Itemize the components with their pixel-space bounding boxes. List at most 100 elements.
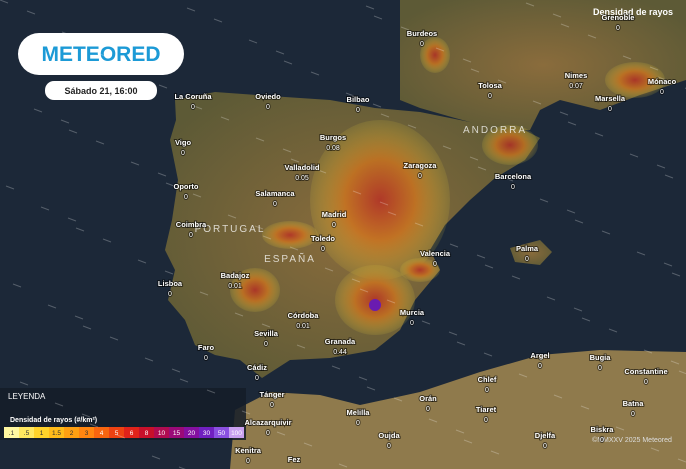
wind-streak <box>490 450 500 455</box>
wind-streak <box>448 331 458 336</box>
mallorca <box>510 240 552 265</box>
legend-swatch <box>79 427 94 438</box>
city-value: 0 <box>184 194 188 201</box>
city-name: Argel <box>530 351 549 360</box>
copyright: ©MMXXV 2025 Meteored <box>592 436 672 444</box>
wind-streak <box>88 42 98 47</box>
wind-streak <box>95 140 105 145</box>
legend-swatch <box>124 427 139 438</box>
wind-streak <box>608 328 618 333</box>
wind-streak <box>351 278 361 283</box>
legend-swatch <box>109 427 124 438</box>
wind-streak <box>303 442 313 447</box>
country-label: ESPAÑA <box>264 252 316 265</box>
wind-streak <box>601 230 611 235</box>
legend-label: 50 <box>218 430 226 437</box>
wind-streak <box>262 235 272 240</box>
wind-streak <box>664 174 674 179</box>
city-name: Salamanca <box>255 189 295 198</box>
city-value: 0 <box>660 89 664 96</box>
legend-label: 100 <box>231 430 242 437</box>
wind-streak <box>276 431 286 436</box>
wind-streak <box>387 211 397 216</box>
wind-streak <box>206 389 216 394</box>
wind-streak <box>573 307 583 312</box>
city-value: 0 <box>387 443 391 450</box>
legend-swatch <box>154 427 169 438</box>
city-value: 0 <box>543 443 547 450</box>
wind-streak <box>497 79 507 84</box>
city-value: 0 <box>600 437 604 444</box>
wind-streak <box>671 272 681 277</box>
wind-streak <box>171 368 181 373</box>
wind-streak <box>81 413 91 418</box>
legend-label: 8 <box>145 430 149 437</box>
city-value: 0 <box>511 184 515 191</box>
wind-streak <box>12 283 22 288</box>
city-value: 0 <box>631 411 635 418</box>
wind-streak <box>372 103 382 108</box>
legend-label: 3 <box>85 430 89 437</box>
wind-streak <box>518 373 528 378</box>
wind-streak <box>380 113 390 118</box>
wind-streak <box>261 323 271 328</box>
wind-streak <box>268 421 278 426</box>
wind-streak <box>560 23 570 28</box>
city-name: Alcazarquivir <box>244 418 291 427</box>
wind-streak <box>622 55 632 60</box>
city-value: 0 <box>525 256 529 263</box>
wind-streak <box>269 333 279 338</box>
wind-streak <box>234 312 244 317</box>
wind-streak <box>289 246 299 251</box>
country-label: ANDORRA <box>463 125 527 136</box>
wind-streak <box>47 304 57 309</box>
wind-streak <box>657 76 667 81</box>
wind-streak <box>365 5 375 10</box>
city-name: Sevilla <box>254 329 279 338</box>
wind-streak <box>75 227 85 232</box>
wind-streak <box>435 47 445 52</box>
wind-streak <box>428 418 438 423</box>
city-name: Burgos <box>320 133 346 142</box>
layer-title[interactable]: Densidad de rayos <box>593 7 673 17</box>
city-name: Coimbra <box>176 220 207 229</box>
legend-label: 20 <box>188 430 196 437</box>
wind-streak <box>553 394 563 399</box>
wind-streak <box>102 238 112 243</box>
legend-label: 1.5 <box>52 430 61 437</box>
wind-streak <box>33 108 43 113</box>
city-value: 0 <box>433 261 437 268</box>
legend-label: 6 <box>130 430 134 437</box>
city-value: 0 <box>266 430 270 437</box>
storm-core <box>369 299 381 311</box>
wind-streak <box>283 60 293 65</box>
city-name: Burdeos <box>407 29 437 38</box>
city-value: 0 <box>181 150 185 157</box>
wind-streak <box>386 299 396 304</box>
wind-streak <box>580 405 590 410</box>
legend-swatch <box>4 427 19 438</box>
time-box <box>45 81 157 100</box>
city-value: 0 <box>484 417 488 424</box>
legend-swatch <box>94 427 109 438</box>
wind-streak <box>275 50 285 55</box>
wind-streak <box>670 360 680 365</box>
wind-streak <box>539 198 549 203</box>
wind-streak <box>587 34 597 39</box>
legend-swatch <box>64 427 79 438</box>
city-name: Melilla <box>347 408 371 417</box>
legend-label: .5 <box>24 430 30 437</box>
wind-streak <box>629 153 639 158</box>
wind-streak <box>476 254 486 259</box>
wind-streak <box>594 132 604 137</box>
wind-streak <box>157 172 167 177</box>
city-name: Murcia <box>400 308 425 317</box>
city-value: 0.07 <box>569 83 583 90</box>
legend-swatch <box>184 427 199 438</box>
city-value: 0 <box>485 387 489 394</box>
city-value: 0 <box>418 173 422 180</box>
city-name: Palma <box>516 244 539 253</box>
city-value: 0 <box>264 341 268 348</box>
city-name: Tiaret <box>476 405 497 414</box>
